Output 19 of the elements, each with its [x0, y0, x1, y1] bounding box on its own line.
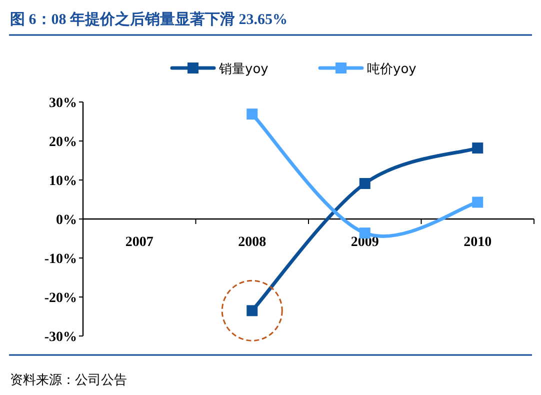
legend-label: 吨价yoy [367, 62, 417, 77]
y-tick-label: 20% [49, 135, 77, 150]
chart-title: 图 6：08 年提价之后销量显著下滑 23.65% [10, 10, 288, 28]
x-tick-label: 2010 [464, 235, 492, 250]
point [472, 196, 484, 208]
y-tick-label: -20% [44, 291, 77, 306]
y-tick-label: 30% [49, 96, 77, 111]
point [359, 178, 370, 190]
x-tick-label: 2008 [238, 235, 266, 250]
y-tick-label: -10% [44, 252, 77, 267]
y-tick-label: 0% [56, 213, 77, 228]
legend-label: 销量yoy [218, 62, 269, 77]
y-tick-label: 10% [49, 174, 77, 189]
point [246, 108, 258, 120]
text: 资料来源：公司公告 [10, 372, 127, 387]
y-tick-label: -30% [44, 330, 77, 345]
point [246, 305, 258, 316]
x-tick-label: 2007 [125, 235, 154, 250]
point [472, 142, 484, 154]
